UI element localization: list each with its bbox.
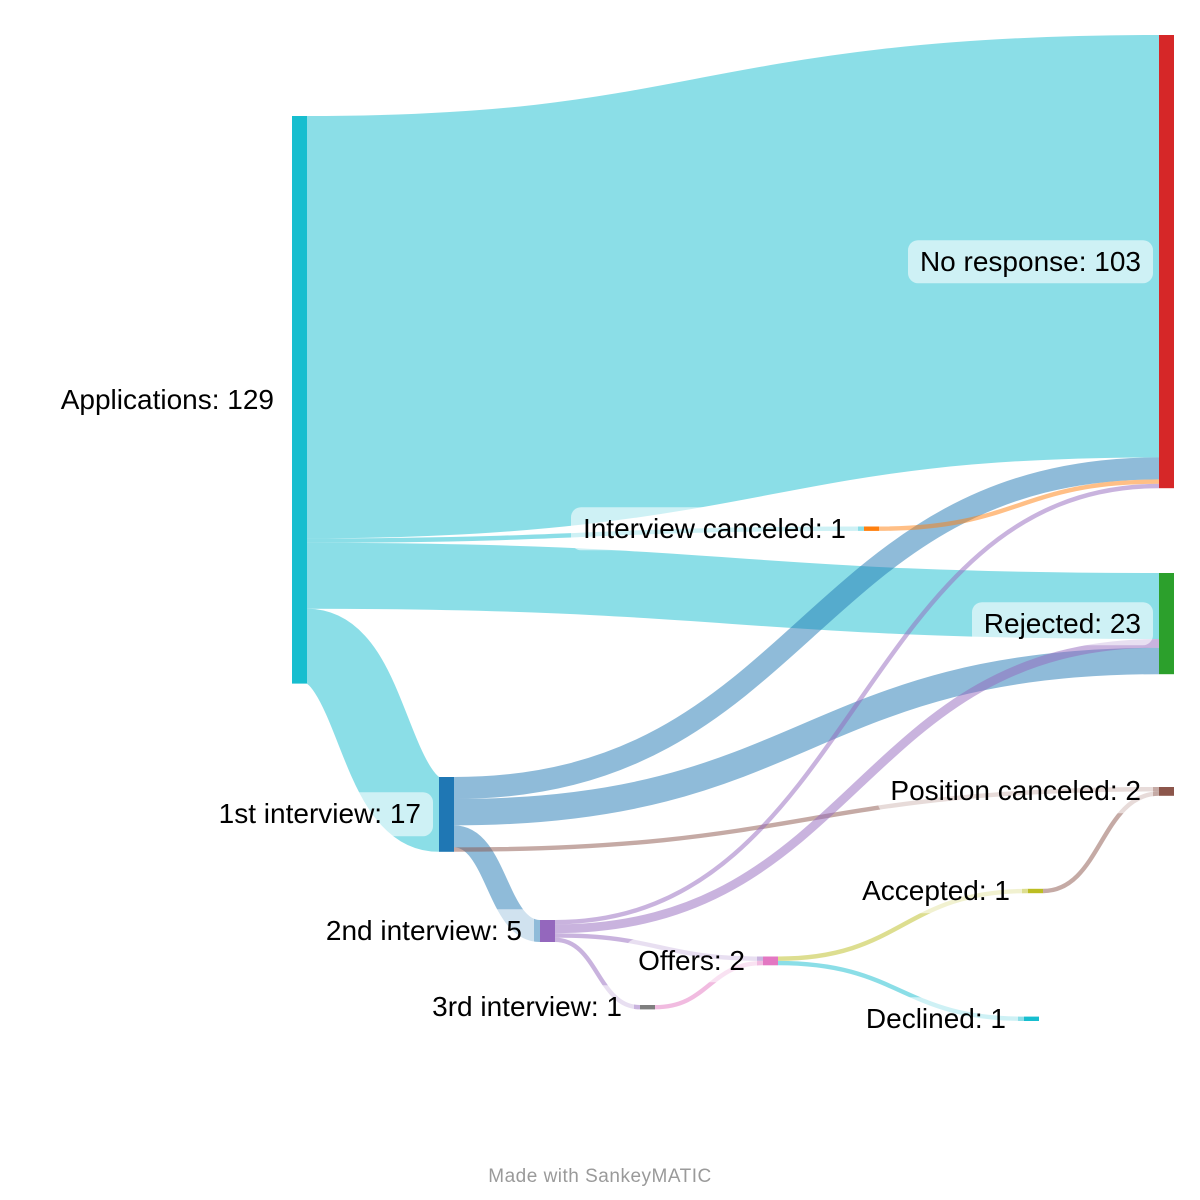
flow-1st-interview-to-no-response bbox=[453, 457, 1160, 799]
label-declined: Declined: 1 bbox=[853, 997, 1018, 1041]
label-applications: Applications: 129 bbox=[48, 378, 286, 422]
node-rejected[interactable] bbox=[1159, 573, 1174, 675]
label-offers: Offers: 2 bbox=[626, 939, 757, 983]
label-rejected: Rejected: 23 bbox=[971, 601, 1153, 646]
label-position-canceled: Position canceled: 2 bbox=[878, 769, 1153, 814]
node-no-response[interactable] bbox=[1159, 35, 1174, 489]
nodes-layer bbox=[292, 35, 1174, 1021]
node-interview-canceled[interactable] bbox=[864, 526, 879, 531]
node-2nd-interview[interactable] bbox=[540, 920, 555, 942]
flow-2nd-interview-to-no-response bbox=[554, 483, 1160, 925]
node-accepted[interactable] bbox=[1028, 888, 1043, 894]
node-declined[interactable] bbox=[1024, 1016, 1039, 1021]
label-3rd-interview: 3rd interview: 1 bbox=[420, 985, 634, 1029]
label-accepted: Accepted: 1 bbox=[850, 869, 1022, 913]
flow-interview-canceled-to-no-response bbox=[878, 479, 1160, 531]
label-2nd-interview: 2nd interview: 5 bbox=[313, 909, 534, 953]
node-3rd-interview[interactable] bbox=[640, 1005, 655, 1010]
label-no-response: No response: 103 bbox=[907, 239, 1153, 284]
flow-applications-to-1st-interview bbox=[301, 608, 445, 852]
label-1st-interview: 1st interview: 17 bbox=[206, 792, 433, 837]
node-position-canceled[interactable] bbox=[1159, 787, 1174, 796]
flow-2nd-interview-to-rejected bbox=[554, 639, 1160, 934]
attribution-text: Made with SankeyMATIC bbox=[488, 1166, 712, 1187]
node-offers[interactable] bbox=[763, 956, 778, 966]
label-interview-canceled: Interview canceled: 1 bbox=[570, 506, 858, 551]
node-applications[interactable] bbox=[292, 116, 307, 684]
node-1st-interview[interactable] bbox=[439, 777, 454, 852]
